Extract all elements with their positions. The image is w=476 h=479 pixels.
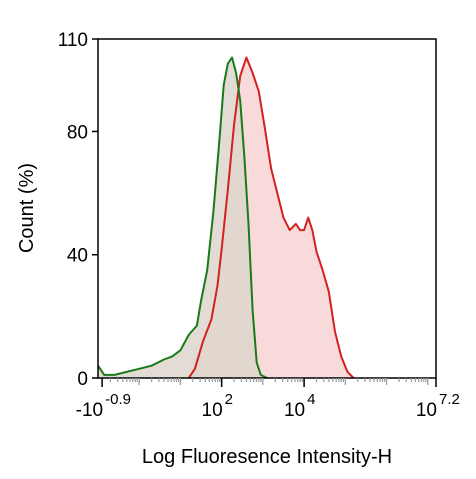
x-tick-label: 107.2 bbox=[416, 391, 460, 421]
series-0-line bbox=[97, 56, 268, 379]
y-tick-label: 40 bbox=[67, 246, 88, 267]
y-axis-title: Count (%) bbox=[16, 163, 38, 253]
histogram-fills bbox=[98, 57, 354, 378]
x-tick-label: 102 bbox=[202, 391, 233, 421]
x-tick-label: -10-0.9 bbox=[76, 391, 131, 421]
x-tick-base: 10 bbox=[284, 400, 305, 421]
x-tick-exponent: 7.2 bbox=[439, 391, 460, 408]
x-tick-exponent: -0.9 bbox=[105, 391, 131, 408]
x-tick-label: 104 bbox=[284, 391, 315, 421]
y-tick-label: 80 bbox=[67, 122, 88, 143]
x-tick-exponent: 2 bbox=[225, 391, 233, 408]
y-tick-label: 110 bbox=[58, 30, 88, 51]
y-tick-label: 0 bbox=[77, 369, 88, 390]
x-minor-ticks bbox=[109, 378, 429, 385]
histogram-lines bbox=[97, 56, 355, 379]
x-tick-exponent: 4 bbox=[307, 391, 315, 408]
series-1-line bbox=[187, 56, 355, 379]
y-axis-ticks: 0 40 80 110 bbox=[58, 30, 98, 390]
x-axis-title: Log Fluoresence Intensity-H bbox=[142, 446, 392, 468]
x-tick-base: 10 bbox=[416, 400, 437, 421]
x-tick-base: 10 bbox=[202, 400, 223, 421]
plot-frame bbox=[97, 38, 437, 379]
series-0-fill bbox=[98, 57, 267, 378]
x-tick-base: -10 bbox=[76, 400, 103, 421]
